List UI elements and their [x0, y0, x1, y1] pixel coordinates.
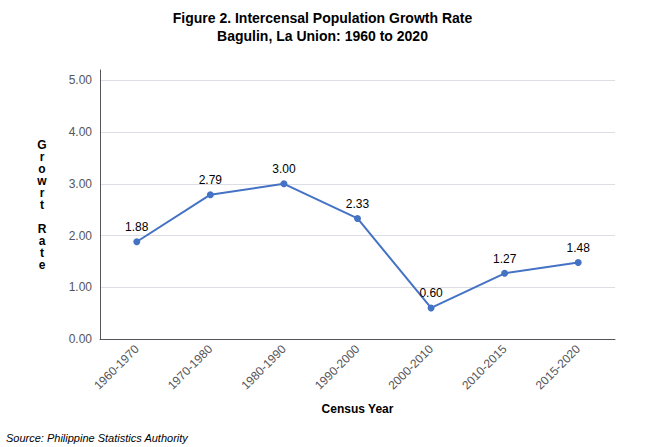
svg-text:o: o — [38, 161, 46, 176]
svg-text:1.00: 1.00 — [69, 280, 93, 294]
svg-text:2.79: 2.79 — [199, 173, 223, 187]
svg-text:2.00: 2.00 — [69, 229, 93, 243]
svg-text:Source: Philippine Statistics: Source: Philippine Statistics Authority — [6, 432, 189, 444]
svg-text:3.00: 3.00 — [69, 177, 93, 191]
svg-text:e: e — [39, 258, 46, 272]
svg-text:1980-1990: 1980-1990 — [238, 342, 289, 393]
svg-text:Census Year: Census Year — [322, 402, 394, 416]
svg-text:t: t — [40, 245, 44, 260]
svg-text:2015-2020: 2015-2020 — [533, 342, 584, 393]
svg-text:1960-1970: 1960-1970 — [91, 342, 142, 393]
svg-text:r: r — [39, 185, 45, 200]
svg-text:t: t — [40, 197, 44, 212]
svg-text:2010-2015: 2010-2015 — [459, 342, 510, 393]
svg-text:5.00: 5.00 — [69, 73, 93, 87]
svg-text:2.33: 2.33 — [346, 197, 370, 211]
svg-text:G: G — [37, 137, 47, 152]
svg-text:r: r — [39, 149, 45, 164]
svg-text:3.00: 3.00 — [272, 162, 296, 176]
svg-text:2000-2010: 2000-2010 — [386, 342, 437, 393]
svg-text:0.00: 0.00 — [69, 332, 93, 346]
svg-text:a: a — [38, 233, 46, 248]
svg-text:Figure 2. Intercensal Populati: Figure 2. Intercensal Population Growth … — [173, 10, 473, 26]
svg-text:4.00: 4.00 — [69, 125, 93, 139]
svg-text:1.27: 1.27 — [493, 252, 517, 266]
svg-text:Bagulin, La Union: 1960 to 202: Bagulin, La Union: 1960 to 2020 — [217, 28, 428, 44]
svg-text:1970-1980: 1970-1980 — [165, 342, 216, 393]
svg-text:R: R — [37, 221, 47, 236]
svg-text:w: w — [37, 173, 47, 188]
svg-text:1990-2000: 1990-2000 — [312, 342, 363, 393]
svg-text:1.88: 1.88 — [125, 220, 149, 234]
svg-text:0.60: 0.60 — [419, 286, 443, 300]
svg-text:1.48: 1.48 — [567, 241, 591, 255]
